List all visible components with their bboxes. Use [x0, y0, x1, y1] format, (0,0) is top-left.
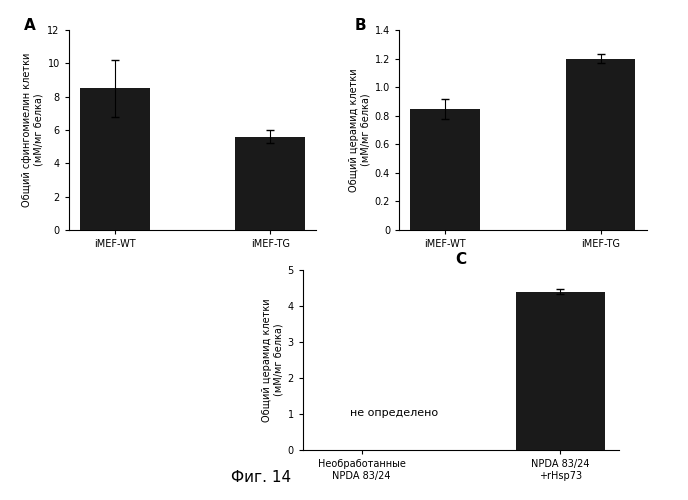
Y-axis label: Общий церамид клетки
(мМ/мг белка): Общий церамид клетки (мМ/мг белка) — [261, 298, 283, 422]
Text: B: B — [354, 18, 366, 33]
Bar — [566, 58, 636, 230]
Text: не определено: не определено — [350, 408, 438, 418]
Y-axis label: Общий церамид клетки
(мМ/мг белка): Общий церамид клетки (мМ/мг белка) — [349, 68, 370, 192]
Y-axis label: Общий сфингомиелин клетки
(мМ/мг белка): Общий сфингомиелин клетки (мМ/мг белка) — [21, 53, 43, 207]
Bar — [80, 88, 150, 230]
Bar — [235, 136, 305, 230]
Text: C: C — [455, 252, 466, 267]
Text: Фиг. 14: Фиг. 14 — [231, 470, 292, 485]
Text: A: A — [24, 18, 36, 33]
Bar — [515, 292, 605, 450]
Bar — [410, 108, 480, 230]
